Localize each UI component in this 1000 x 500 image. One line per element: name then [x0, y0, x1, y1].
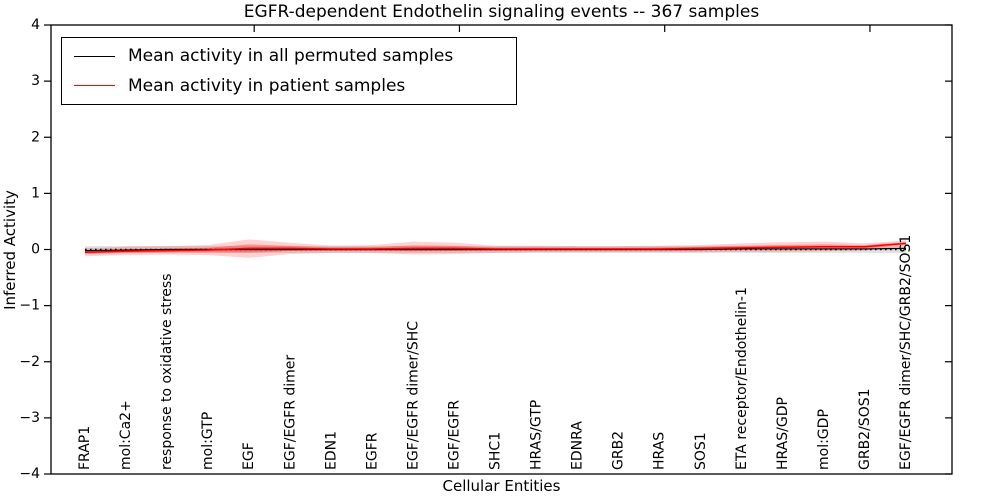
y-tick-label: −2 [19, 354, 40, 370]
y-tick-label: −4 [19, 466, 40, 482]
x-category-label: EDNRA [570, 421, 586, 470]
legend-entry-patient: Mean activity in patient samples [74, 75, 516, 97]
x-category-label: GRB2 [611, 431, 627, 470]
legend-line-sample-black [74, 55, 115, 57]
x-category-label: ETA receptor/Endothelin-1 [734, 287, 750, 470]
x-category-label: EGF/EGFR dimer [282, 355, 298, 470]
legend-line-sample-red [74, 85, 115, 87]
x-category-label: GRB2/SOS1 [857, 388, 873, 470]
x-category-label: mol:GDP [816, 409, 832, 470]
x-category-label: mol:GTP [200, 412, 216, 470]
y-tick-label: −3 [19, 410, 40, 426]
series-line-patient [84, 242, 907, 254]
x-category-label: response to oxidative stress [159, 274, 175, 470]
x-category-label: EGF/EGFR dimer/SHC/GRB2/SOS1 [898, 235, 914, 470]
x-axis-label: Cellular Entities [442, 477, 561, 495]
legend: Mean activity in all permuted samples Me… [61, 37, 517, 105]
x-category-label: mol:Ca2+ [118, 400, 134, 470]
x-category-label: EGF/EGFR dimer/SHC [405, 321, 421, 470]
x-category-label: SOS1 [693, 432, 709, 470]
x-category-label: FRAP1 [77, 426, 93, 470]
x-category-label: EGF/EGFR [446, 400, 462, 470]
x-category-label: HRAS [652, 432, 668, 470]
y-tick-label: 4 [31, 17, 40, 33]
y-tick-label: 3 [31, 73, 40, 89]
x-category-label: EGFR [364, 432, 380, 470]
y-tick-label: 0 [31, 242, 40, 258]
legend-entry-permuted: Mean activity in all permuted samples [74, 45, 516, 67]
y-tick-label: 2 [31, 129, 40, 145]
x-category-label: HRAS/GDP [775, 397, 791, 470]
x-category-label: EDN1 [323, 431, 339, 470]
x-category-label: EGF [241, 442, 257, 470]
y-axis-label: Inferred Activity [1, 190, 19, 310]
y-tick-label: −1 [19, 298, 40, 314]
legend-label-permuted: Mean activity in all permuted samples [128, 46, 454, 67]
y-tick-label: 1 [31, 185, 40, 201]
x-category-label: SHC1 [488, 432, 504, 470]
band-patient-sample-range-inner [85, 242, 906, 255]
legend-label-patient: Mean activity in patient samples [128, 75, 406, 96]
chart-title: EGFR-dependent Endothelin signaling even… [243, 2, 760, 22]
x-category-label: HRAS/GTP [529, 400, 545, 470]
